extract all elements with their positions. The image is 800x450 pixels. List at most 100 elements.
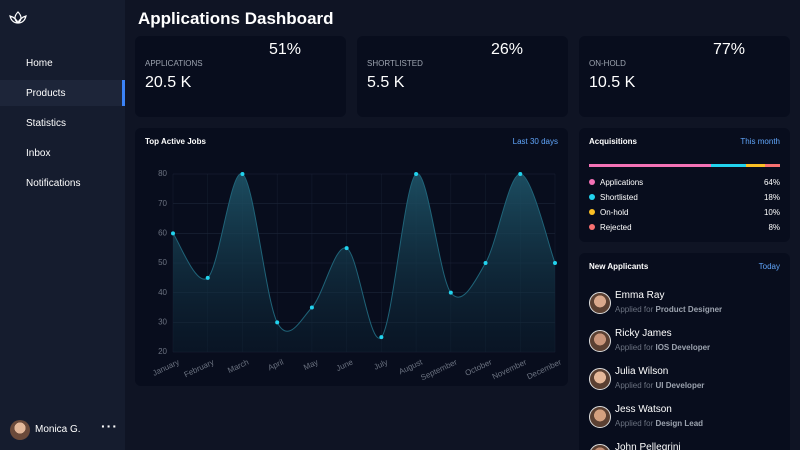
applicant-role-line: Applied for Product Designer [615, 305, 722, 314]
stat-label: SHORTLISTED [367, 59, 423, 68]
applicant-role: IOS Developer [655, 343, 711, 352]
acq-percent: 10% [763, 208, 780, 217]
stat-ring: 77% [713, 41, 745, 59]
point [448, 290, 453, 295]
applied-note: Applied for [615, 381, 654, 390]
stat-value: 10.5 K [589, 74, 636, 91]
applicant-avatar[interactable] [589, 444, 611, 450]
x-tick-label: January [151, 358, 181, 378]
x-tick-label: October [464, 357, 494, 377]
y-tick-label: 40 [158, 288, 167, 297]
applicant-role-line: Applied for Design Lead [615, 419, 703, 428]
ring-label: 26% [491, 41, 524, 58]
acq-percent: 64% [763, 178, 780, 187]
page-title: Applications Dashboard [138, 9, 334, 28]
stat-label: APPLICATIONS [145, 59, 203, 68]
y-tick-label: 20 [158, 347, 167, 356]
acq-bar-segment [589, 164, 712, 167]
nav-item[interactable]: Products [0, 80, 125, 106]
applicants-card: New Applicants Today Emma Ray Applied for… [579, 253, 790, 450]
y-tick-label: 50 [158, 258, 167, 267]
nav-item[interactable]: Statistics [0, 110, 125, 136]
applicant-role: Design Lead [655, 419, 704, 428]
acq-bar-segment [764, 164, 780, 167]
user-name[interactable]: Monica G. [35, 424, 81, 435]
active-indicator [122, 80, 125, 106]
acq-name: Applications [600, 178, 644, 187]
acq-bar-segment [711, 164, 746, 167]
chart-title: Top Active Jobs [145, 137, 206, 146]
chart-card: Top Active Jobs Last 30 days 20 30 40 50 60 7… [135, 128, 568, 386]
legend-dot [589, 209, 595, 215]
point [344, 246, 349, 251]
x-tick-label: April [267, 357, 286, 372]
applicant-avatar[interactable] [589, 330, 611, 352]
applicant-name[interactable]: Julia Wilson [615, 366, 669, 377]
stat-value: 5.5 K [367, 74, 405, 91]
acq-name: On-hold [600, 208, 629, 217]
area-fill [173, 173, 555, 352]
acquisitions-card: Acquisitions This month Applications 64% S… [579, 128, 790, 242]
nav-item[interactable]: Home [0, 50, 125, 76]
x-tick-label: February [183, 358, 216, 380]
applicant-avatar[interactable] [589, 368, 611, 390]
legend-dot [589, 194, 595, 200]
x-tick-label: June [335, 357, 355, 373]
logo [9, 11, 27, 24]
applied-note: Applied for [615, 343, 654, 352]
applicants-link[interactable]: Today [758, 262, 780, 271]
stat-label: ON-HOLD [589, 59, 626, 68]
point [518, 172, 523, 176]
acq-percent: 8% [768, 223, 780, 232]
applicant-name[interactable]: Jess Watson [615, 404, 672, 415]
applicant-role: UI Developer [655, 381, 705, 390]
x-tick-label: November [491, 357, 529, 381]
user-avatar[interactable] [10, 420, 30, 440]
applicant-name[interactable]: Ricky James [615, 328, 672, 339]
applicant-role: Product Designer [655, 305, 723, 314]
stat-card: SHORTLISTED 5.5 K 26% [357, 36, 568, 117]
nav-item[interactable]: Notifications [0, 170, 125, 196]
point [553, 261, 557, 265]
ring-label: 51% [269, 41, 302, 58]
nav-label: Notifications [26, 178, 81, 189]
point [379, 335, 384, 340]
nav-label: Statistics [26, 118, 67, 129]
applicant-name[interactable]: Emma Ray [615, 290, 665, 301]
x-tick-label: September [419, 357, 459, 382]
acq-percent: 18% [763, 193, 780, 202]
chart: 20 30 40 50 60 70 80 January February March April M… [151, 169, 563, 382]
point [205, 275, 210, 280]
y-tick-label: 70 [158, 199, 167, 208]
nav-item[interactable]: Inbox [0, 140, 125, 166]
acq-link[interactable]: This month [740, 137, 780, 146]
point [483, 261, 488, 265]
applicant-role-line: Applied for IOS Developer [615, 343, 710, 352]
applicant-avatar[interactable] [589, 406, 611, 428]
point [275, 320, 280, 325]
ring-label: 77% [713, 41, 746, 58]
point [171, 231, 175, 236]
applicant-avatar[interactable] [589, 292, 611, 314]
y-tick-label: 30 [158, 317, 167, 326]
x-tick-label: July [372, 358, 389, 372]
x-tick-label: March [226, 358, 250, 376]
stat-card: ON-HOLD 10.5 K 77% [579, 36, 790, 117]
y-tick-label: 80 [158, 169, 167, 178]
applicant-role-line: Applied for UI Developer [615, 381, 704, 390]
applied-note: Applied for [615, 419, 654, 428]
applicants-title: New Applicants [589, 262, 649, 271]
point [240, 172, 245, 176]
acq-title: Acquisitions [589, 137, 638, 146]
more-menu[interactable]: ··· [101, 418, 118, 434]
chart-link[interactable]: Last 30 days [512, 137, 558, 146]
stat-ring: 51% [269, 41, 301, 59]
applicant-name[interactable]: John Pellegrini [615, 442, 681, 450]
x-tick-label: December [525, 357, 563, 381]
stat-value: 20.5 K [145, 74, 192, 91]
point [414, 172, 419, 176]
x-tick-label: May [302, 358, 320, 373]
point [309, 305, 314, 310]
nav-label: Products [26, 88, 66, 99]
applied-note: Applied for [615, 305, 654, 314]
